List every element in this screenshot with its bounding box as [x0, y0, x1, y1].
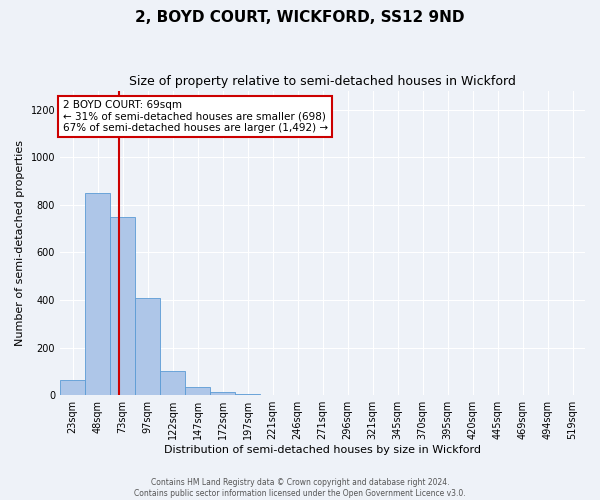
Text: 2 BOYD COURT: 69sqm
← 31% of semi-detached houses are smaller (698)
67% of semi-: 2 BOYD COURT: 69sqm ← 31% of semi-detach… [62, 100, 328, 134]
Bar [160, 372, 185, 395]
Title: Size of property relative to semi-detached houses in Wickford: Size of property relative to semi-detach… [129, 75, 516, 88]
Bar [85, 193, 110, 395]
Y-axis label: Number of semi-detached properties: Number of semi-detached properties [15, 140, 25, 346]
Bar [110, 216, 135, 395]
Text: 2, BOYD COURT, WICKFORD, SS12 9ND: 2, BOYD COURT, WICKFORD, SS12 9ND [135, 10, 465, 25]
Bar [185, 387, 210, 395]
Bar [60, 380, 85, 395]
Text: Contains HM Land Registry data © Crown copyright and database right 2024.
Contai: Contains HM Land Registry data © Crown c… [134, 478, 466, 498]
Bar [135, 298, 160, 395]
Bar [235, 394, 260, 395]
X-axis label: Distribution of semi-detached houses by size in Wickford: Distribution of semi-detached houses by … [164, 445, 481, 455]
Bar [210, 392, 235, 395]
